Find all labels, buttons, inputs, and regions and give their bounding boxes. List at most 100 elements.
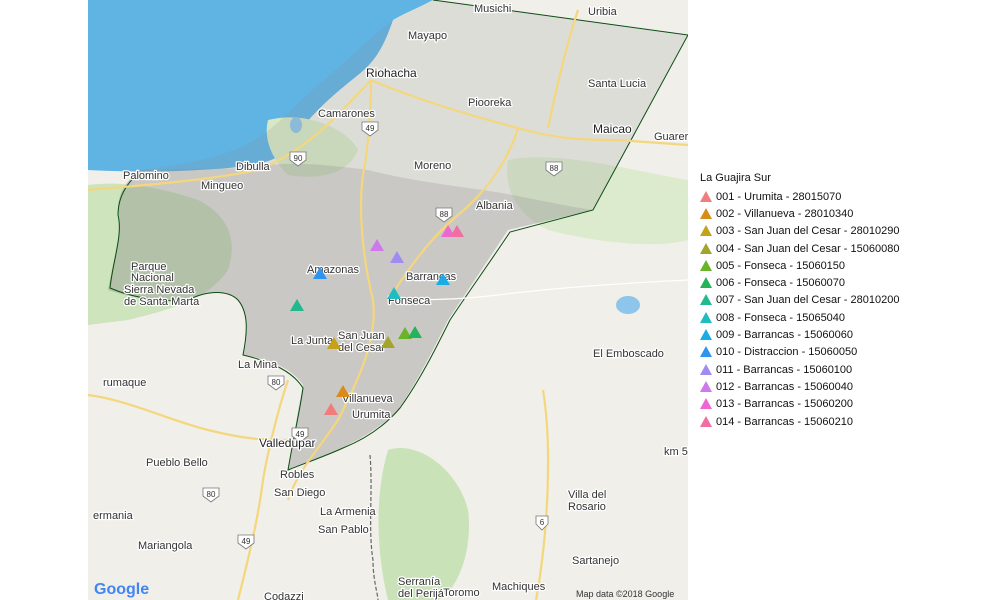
place-label: San Juan bbox=[338, 330, 384, 342]
lagoon bbox=[616, 296, 640, 314]
station-marker[interactable] bbox=[408, 326, 422, 338]
legend-item-label: 007 - San Juan del Cesar - 28010200 bbox=[716, 294, 900, 307]
place-label: Uribia bbox=[588, 6, 618, 18]
route-shield-88-east: 88 bbox=[545, 161, 563, 177]
place-label: de Santa Marta bbox=[124, 296, 200, 308]
road-49 bbox=[286, 79, 375, 501]
legend-item: 004 - San Juan del Cesar - 15060080 bbox=[700, 240, 899, 257]
place-label: Toromo bbox=[443, 587, 480, 599]
legend-triangle-icon bbox=[700, 259, 712, 271]
legend-item-label: 003 - San Juan del Cesar - 28010290 bbox=[716, 225, 900, 238]
station-marker[interactable] bbox=[436, 273, 450, 285]
station-marker[interactable] bbox=[370, 239, 384, 251]
place-label: La Junta bbox=[291, 335, 334, 347]
legend-item-label: 013 - Barrancas - 15060200 bbox=[716, 398, 853, 411]
legend-item: 010 - Distraccion - 15060050 bbox=[700, 344, 899, 361]
place-label: La Mina bbox=[238, 359, 278, 371]
forest-patch bbox=[266, 117, 358, 177]
legend-triangle-icon bbox=[700, 346, 712, 358]
station-marker[interactable] bbox=[441, 225, 455, 237]
station-markers[interactable] bbox=[290, 225, 464, 415]
place-label: Mingueo bbox=[201, 180, 243, 192]
legend-item: 013 - Barrancas - 15060200 bbox=[700, 396, 899, 413]
station-marker[interactable] bbox=[290, 299, 304, 311]
lagoon-camarones bbox=[290, 117, 302, 133]
legend-item: 003 - San Juan del Cesar - 28010290 bbox=[700, 223, 899, 240]
route-shield-90: 90 bbox=[289, 151, 307, 167]
place-label: Pueblo Bello bbox=[146, 457, 208, 469]
legend-item-label: 005 - Fonseca - 15060150 bbox=[716, 259, 846, 272]
place-label: San Pablo bbox=[318, 524, 369, 536]
svg-text:49: 49 bbox=[242, 537, 251, 546]
department-border bbox=[109, 0, 688, 471]
legend-item-label: 008 - Fonseca - 15065040 bbox=[716, 311, 846, 324]
legend-item: 006 - Fonseca - 15060070 bbox=[700, 274, 899, 291]
legend-triangle-icon bbox=[700, 398, 712, 410]
perija-forest bbox=[378, 448, 469, 600]
legend-triangle-icon bbox=[700, 277, 712, 289]
map-svg: 49 90 88 88 80 49 80 49 6 Musichi UribiaM… bbox=[88, 0, 688, 600]
legend-item-label: 004 - San Juan del Cesar - 15060080 bbox=[716, 242, 900, 255]
legend-item-label: 011 - Barrancas - 15060100 bbox=[716, 363, 853, 376]
place-label: Robles bbox=[280, 469, 315, 481]
station-marker[interactable] bbox=[398, 327, 412, 339]
place-label: Codazzi bbox=[264, 591, 304, 600]
station-marker[interactable] bbox=[387, 287, 401, 299]
legend-item: 011 - Barrancas - 15060100 bbox=[700, 361, 899, 378]
place-label: Musichi bbox=[474, 3, 511, 15]
legend-item: 007 - San Juan del Cesar - 28010200 bbox=[700, 292, 899, 309]
sea-area bbox=[88, 0, 433, 172]
station-marker[interactable] bbox=[327, 337, 341, 349]
legend-item-label: 001 - Urumita - 28015070 bbox=[716, 190, 842, 203]
station-marker[interactable] bbox=[450, 225, 464, 237]
place-label: Urumita bbox=[352, 409, 391, 421]
legend-triangle-icon bbox=[700, 190, 712, 202]
place-label: Piooreka bbox=[468, 97, 512, 109]
place-label: del Perijá bbox=[398, 588, 445, 600]
legend-item: 001 - Urumita - 28015070 bbox=[700, 188, 899, 205]
legend-triangle-icon bbox=[700, 415, 712, 427]
legend-triangle-icon bbox=[700, 380, 712, 392]
national-border bbox=[369, 454, 379, 600]
legend: La Guajira Sur 001 - Urumita - 28015070 0… bbox=[700, 171, 899, 430]
place-label: rumaque bbox=[103, 377, 146, 389]
place-label: Machiques bbox=[492, 581, 546, 593]
station-marker[interactable] bbox=[336, 385, 350, 397]
place-label: La Armenia bbox=[320, 506, 377, 518]
place-label: Amazonas bbox=[307, 264, 359, 276]
road-90 bbox=[88, 79, 372, 192]
legend-triangle-icon bbox=[700, 207, 712, 219]
station-marker[interactable] bbox=[390, 251, 404, 263]
place-label: Camarones bbox=[318, 108, 375, 120]
legend-item-label: 014 - Barrancas - 15060210 bbox=[716, 415, 853, 428]
place-label: Sierra Nevada bbox=[124, 284, 195, 296]
svg-text:80: 80 bbox=[207, 490, 216, 499]
place-label: Palomino bbox=[123, 170, 169, 182]
place-label: Mariangola bbox=[138, 540, 193, 552]
road-6 bbox=[534, 389, 550, 600]
station-marker[interactable] bbox=[313, 267, 327, 279]
station-marker[interactable] bbox=[381, 336, 395, 348]
minor-road bbox=[387, 279, 688, 301]
legend-triangle-icon bbox=[700, 329, 712, 341]
road-uribia bbox=[546, 9, 580, 129]
route-shield-6: 6 bbox=[535, 515, 549, 531]
station-marker[interactable] bbox=[324, 403, 338, 415]
place-label: Riohacha bbox=[366, 66, 417, 80]
svg-text:6: 6 bbox=[540, 518, 545, 527]
legend-item: 008 - Fonseca - 15065040 bbox=[700, 309, 899, 326]
legend-triangle-icon bbox=[700, 225, 712, 237]
place-label: San Diego bbox=[274, 487, 325, 499]
road-80 bbox=[236, 379, 290, 600]
google-logo: Google bbox=[94, 581, 149, 598]
legend-item-label: 006 - Fonseca - 15060070 bbox=[716, 277, 846, 290]
svg-text:49: 49 bbox=[296, 430, 305, 439]
route-shield-49-north: 49 bbox=[361, 121, 379, 137]
legend-items: 001 - Urumita - 28015070 002 - Villanueva… bbox=[700, 188, 899, 430]
legend-item: 002 - Villanueva - 28010340 bbox=[700, 205, 899, 222]
place-label: Moreno bbox=[414, 160, 451, 172]
legend-item: 014 - Barrancas - 15060210 bbox=[700, 413, 899, 430]
route-shield-80-south: 80 bbox=[202, 487, 220, 503]
sierra-nevada-forest bbox=[88, 183, 232, 325]
map-canvas[interactable]: 49 90 88 88 80 49 80 49 6 Musichi Uribia M… bbox=[88, 0, 688, 600]
